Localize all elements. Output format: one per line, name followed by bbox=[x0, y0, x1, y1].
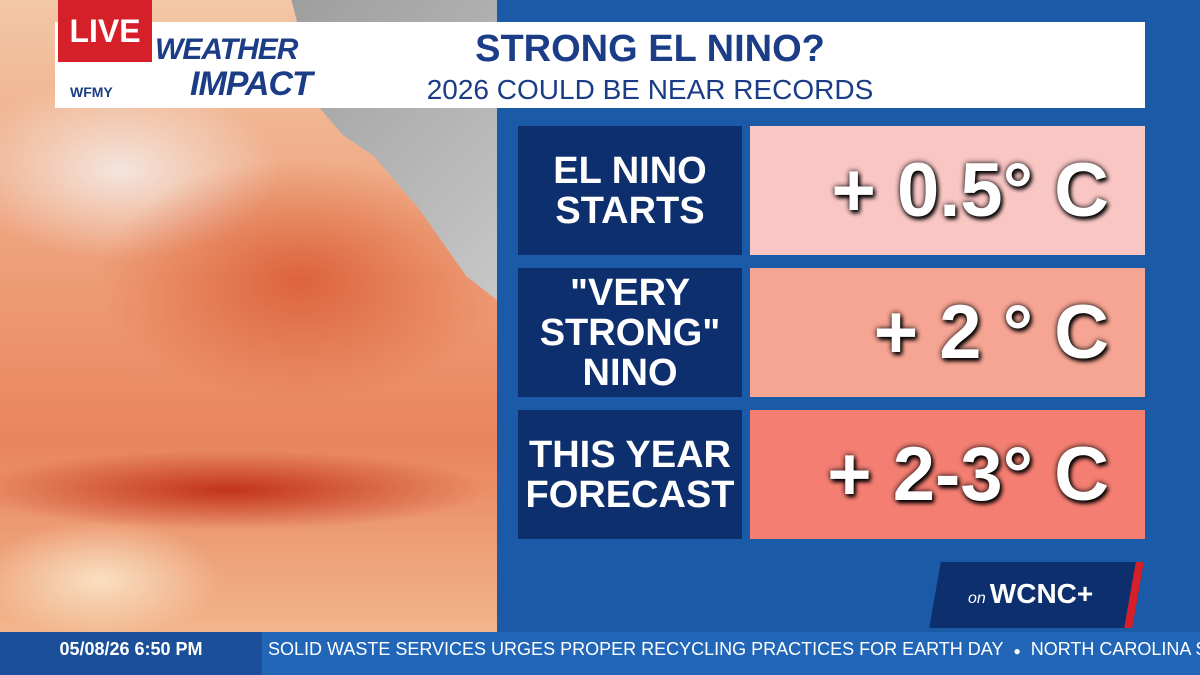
badge-text: on WCNC+ bbox=[968, 578, 1093, 610]
brand: IMPACT bbox=[190, 65, 313, 103]
label-line: EL NINO bbox=[553, 149, 707, 192]
ticker: 05/08/26 6:50 PM SOLID WASTE SERVICES UR… bbox=[0, 632, 1200, 675]
row-value: + 2-3° C bbox=[750, 410, 1145, 539]
row-value: + 2 ° C bbox=[750, 268, 1145, 397]
label-line: FORECAST bbox=[525, 473, 735, 516]
ticker-items: SOLID WASTE SERVICES URGES PROPER RECYCL… bbox=[268, 632, 1200, 668]
ticker-time: 05/08/26 6:50 PM bbox=[0, 632, 262, 675]
row-label: EL NINO STARTS bbox=[518, 126, 742, 255]
separator: ● bbox=[1013, 644, 1021, 658]
label-line: STRONG" bbox=[539, 311, 721, 354]
ticker-item: NORTH CAROLINA SHIFTING T bbox=[1030, 639, 1200, 659]
label-line: NINO bbox=[582, 351, 678, 394]
label-line: "VERY bbox=[569, 271, 691, 314]
brand: WEATHER bbox=[155, 33, 298, 66]
badge-prefix: on bbox=[968, 590, 986, 607]
station: WFMY bbox=[70, 84, 113, 100]
title: STRONG EL NINO? bbox=[475, 28, 825, 70]
ticker-item: SOLID WASTE SERVICES URGES PROPER RECYCL… bbox=[268, 639, 1004, 659]
badge-name: WCNC+ bbox=[989, 578, 1094, 609]
row-label: "VERY STRONG" NINO bbox=[518, 268, 742, 397]
row-label: THIS YEAR FORECAST bbox=[518, 410, 742, 539]
live-tag: LIVE bbox=[58, 0, 152, 62]
row-value: + 0.5° C bbox=[750, 126, 1145, 255]
label-line: THIS YEAR bbox=[528, 433, 731, 476]
label-line: STARTS bbox=[555, 189, 705, 232]
header-bar bbox=[55, 22, 1145, 108]
subtitle: 2026 COULD BE NEAR RECORDS bbox=[426, 74, 874, 105]
